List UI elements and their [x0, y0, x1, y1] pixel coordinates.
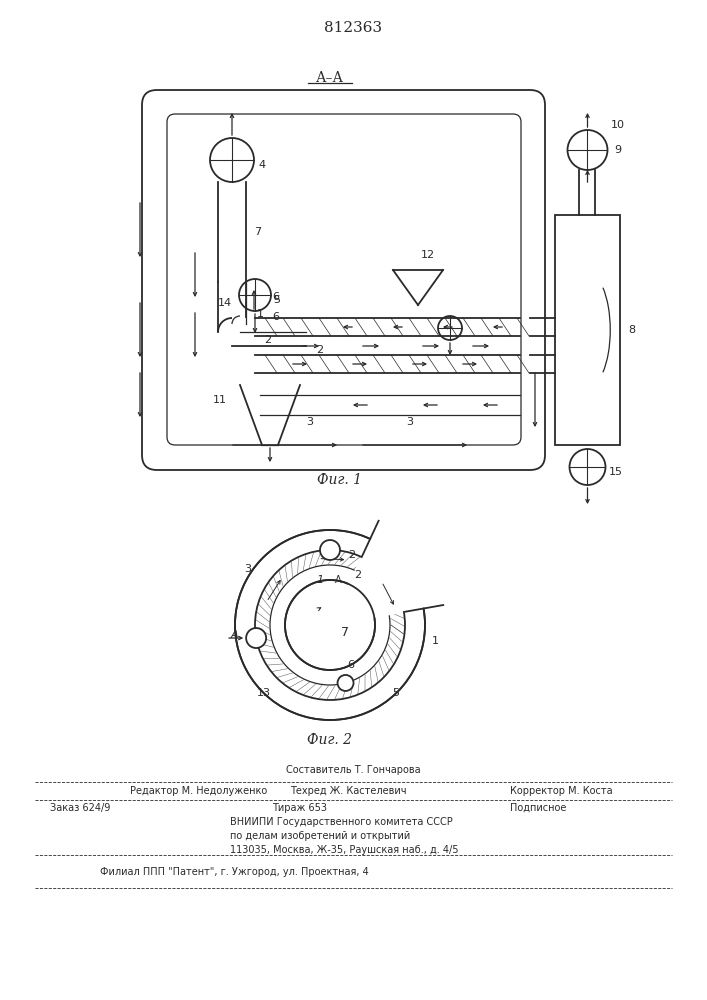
Text: Редактор М. Недолуженко: Редактор М. Недолуженко [130, 786, 267, 796]
Text: 1: 1 [317, 575, 324, 585]
Text: Филиал ППП "Патент", г. Ужгород, ул. Проектная, 4: Филиал ППП "Патент", г. Ужгород, ул. Про… [100, 867, 369, 877]
Text: 5: 5 [274, 295, 281, 305]
Text: Техред Ж. Кастелевич: Техред Ж. Кастелевич [290, 786, 407, 796]
Text: 11: 11 [213, 395, 227, 405]
Circle shape [320, 540, 340, 560]
Text: А: А [334, 575, 341, 585]
Text: 2: 2 [354, 570, 361, 580]
Text: 3: 3 [307, 417, 313, 427]
Text: 10: 10 [611, 120, 624, 130]
Text: Фиг. 2: Фиг. 2 [308, 733, 353, 747]
Text: 2: 2 [264, 335, 271, 345]
Text: 1: 1 [257, 309, 264, 319]
Circle shape [246, 628, 266, 648]
Text: 6: 6 [272, 312, 279, 322]
Text: 15: 15 [609, 467, 622, 477]
Text: 3: 3 [407, 417, 414, 427]
Text: 7: 7 [341, 626, 349, 640]
Text: 113035, Москва, Ж-35, Раушская наб., д. 4/5: 113035, Москва, Ж-35, Раушская наб., д. … [230, 845, 459, 855]
Text: Тираж 653: Тираж 653 [272, 803, 327, 813]
Text: 14: 14 [218, 298, 232, 308]
Text: 1: 1 [432, 636, 439, 646]
Text: Корректор М. Коста: Корректор М. Коста [510, 786, 613, 796]
Polygon shape [330, 534, 428, 625]
Text: 9: 9 [614, 145, 621, 155]
Text: А–А: А–А [316, 71, 344, 85]
Text: 7: 7 [255, 227, 262, 237]
Text: Фиг. 1: Фиг. 1 [317, 473, 363, 487]
Text: 12: 12 [421, 250, 435, 260]
Text: 6: 6 [347, 660, 354, 670]
Bar [555, 215, 620, 445]
Text: 8: 8 [629, 325, 636, 335]
Text: 6: 6 [272, 292, 279, 302]
Text: 2: 2 [317, 345, 324, 355]
Text: по делам изобретений и открытий: по делам изобретений и открытий [230, 831, 410, 841]
Text: А: А [230, 630, 238, 640]
Text: 4: 4 [259, 160, 266, 170]
Text: 812363: 812363 [324, 21, 382, 35]
Text: ВНИИПИ Государственного комитета СССР: ВНИИПИ Государственного комитета СССР [230, 817, 452, 827]
Text: 3: 3 [244, 564, 251, 574]
Text: 5: 5 [392, 688, 399, 698]
Text: Составитель Т. Гончарова: Составитель Т. Гончарова [286, 765, 421, 775]
Circle shape [337, 675, 354, 691]
Text: Заказ 624/9: Заказ 624/9 [50, 803, 110, 813]
Text: Подписное: Подписное [510, 803, 566, 813]
Text: 2: 2 [349, 550, 356, 560]
Text: 13: 13 [257, 688, 271, 698]
